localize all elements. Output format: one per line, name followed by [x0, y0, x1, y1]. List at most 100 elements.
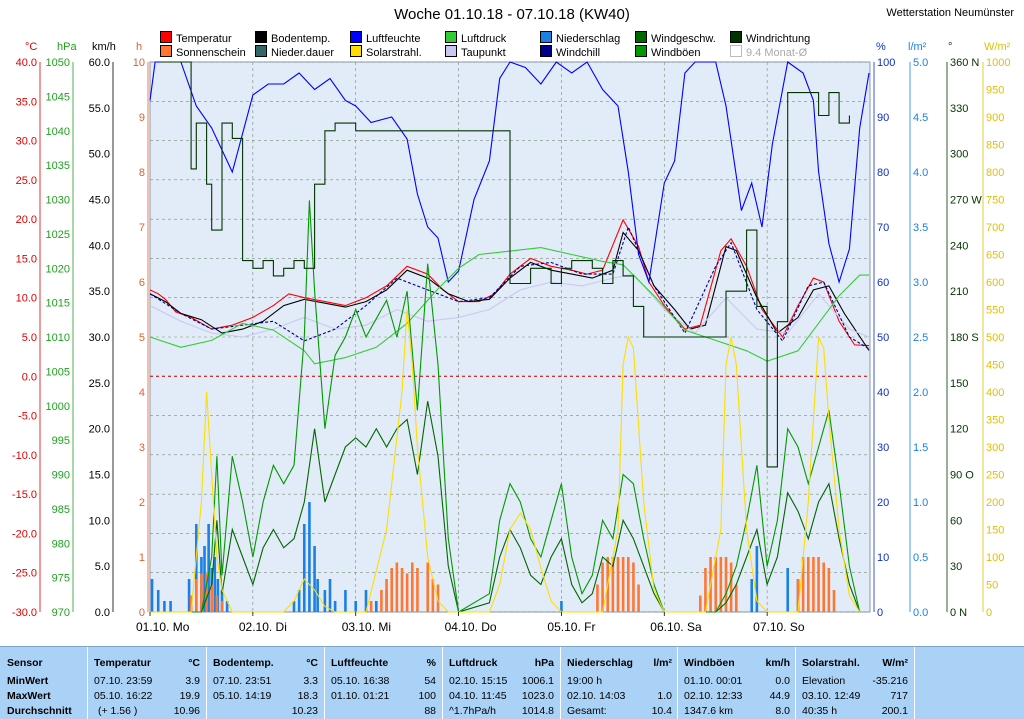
- stats-solar-elevation-label: Elevation: [802, 675, 846, 687]
- legend-item: Solarstrahl.: [350, 45, 422, 59]
- tick-label-wind: 30.0: [89, 332, 110, 344]
- tick-label-solar: 400: [986, 387, 1004, 399]
- bar-niederschlag: [156, 590, 160, 612]
- chart-title: Woche 01.10.18 - 07.10.18 (KW40): [394, 6, 630, 23]
- bar-niederschlag: [755, 546, 759, 612]
- stats-unit-temperatur: °C: [188, 657, 200, 669]
- tick-label-precipitation: 2.5: [913, 332, 928, 344]
- x-tick-label: 04.10. Do: [445, 620, 497, 634]
- tick-label-pressure: 980: [52, 538, 70, 550]
- bar-sonnenschein: [601, 562, 604, 612]
- bar-sonnenschein: [410, 562, 414, 612]
- tick-label-temperature: 0.0: [22, 371, 37, 383]
- legend-label: Luftfeuchte: [366, 33, 421, 45]
- stats-row-avg-label: Durchschnitt: [7, 705, 72, 717]
- legend-label: Luftdruck: [461, 33, 507, 45]
- x-tick-label: 03.10. Mi: [342, 620, 391, 634]
- stats-unit-solar: W/m²: [882, 657, 908, 669]
- tick-label-solar: 700: [986, 222, 1004, 234]
- bar-sonnenschein: [626, 557, 630, 612]
- bar-sonnenschein: [431, 579, 435, 612]
- stats-luftfeuchte-min: 54: [424, 675, 436, 687]
- stats-windboeen-max-time: 02.10. 12:33: [684, 690, 743, 702]
- legend-swatch: [350, 45, 362, 57]
- tick-label-wind: 40.0: [89, 240, 110, 252]
- tick-label-solar: 200: [986, 497, 1004, 509]
- tick-label-wind: 50.0: [89, 149, 110, 161]
- tick-label-pressure: 975: [52, 573, 70, 585]
- bar-sonnenschein: [812, 557, 815, 612]
- tick-label-precipitation: 4.0: [913, 167, 928, 179]
- legend-swatch: [255, 31, 267, 43]
- stats-temperatur-avg: 10.96: [173, 705, 200, 717]
- tick-label-precipitation: 3.5: [913, 222, 928, 234]
- series-taupunkt: [149, 273, 870, 338]
- tick-label-precipitation: 4.5: [913, 112, 928, 124]
- tick-label-pressure: 970: [52, 607, 70, 619]
- tick-label-sunshine: 2: [139, 497, 145, 509]
- legend-item: 9.4 Monat-Ø: [730, 45, 807, 59]
- bar-sonnenschein: [210, 584, 214, 612]
- tick-label-sunshine: 4: [139, 387, 145, 399]
- tick-label-pressure: 1045: [46, 91, 70, 103]
- tick-label-pressure: 1040: [46, 126, 70, 138]
- bar-niederschlag: [374, 601, 378, 612]
- stats-solar-avg: 200.1: [881, 705, 908, 717]
- axis-wind_direction: 360 N 330 300 270 W 240 210 180 S 150 120 90 O 60 3…: [946, 41, 982, 619]
- tick-label-temperature: 5.0: [22, 332, 37, 344]
- stats-bodentemp-avg: 10.23: [291, 705, 318, 717]
- tick-label-wind: 45.0: [89, 195, 110, 207]
- bar-niederschlag: [313, 546, 316, 612]
- stats-header-luftdruck: Luftdruck: [449, 657, 498, 669]
- bar-niederschlag: [333, 601, 337, 612]
- chart-area: 40.0 35.0 30.0 25.0 20.0 15.0 10.0 5.0 0.0 -5.0 -1…: [12, 6, 1014, 634]
- stats-col-solar: Solarstrahl. W/m² Elevation -35.216 03.1…: [795, 647, 914, 719]
- series-solarstrahl-: [150, 309, 861, 613]
- tick-label-solar: 350: [986, 415, 1004, 427]
- bar-sonnenschein: [405, 573, 409, 612]
- tick-label-pressure: 1005: [46, 366, 70, 378]
- stats-col-temperatur: Temperatur °C 07.10. 23:59 3.9 05.10. 16…: [87, 647, 206, 719]
- bar-niederschlag: [354, 601, 358, 612]
- bar-sonnenschein: [395, 562, 399, 612]
- tick-label-pressure: 1020: [46, 263, 70, 275]
- bar-sonnenschein: [729, 562, 733, 612]
- bar-sonnenschein: [611, 557, 615, 612]
- stats-windboeen-max: 44.9: [769, 690, 790, 702]
- tick-label-solar: 250: [986, 470, 1004, 482]
- tick-label-wind_direction: 210: [950, 286, 968, 298]
- stats-niederschlag-total: 10.4: [651, 705, 672, 717]
- stats-temperatur-max-time: 05.10. 16:22: [94, 690, 153, 702]
- stats-windboeen-min: 0.0: [775, 675, 790, 687]
- axis-unit-temperature: °C: [25, 41, 37, 53]
- bar-sonnenschein: [220, 601, 224, 612]
- tick-label-precipitation: 1.5: [913, 442, 928, 454]
- axis-unit-sunshine: h: [136, 41, 142, 53]
- tick-label-sunshine: 0: [139, 607, 145, 619]
- bar-niederschlag: [308, 502, 311, 612]
- stats-luftdruck-max-time: 04.10. 11:45: [449, 690, 507, 702]
- tick-label-solar: 0: [986, 607, 992, 619]
- bar-sonnenschein: [380, 590, 383, 612]
- tick-label-humidity: 50: [877, 332, 889, 344]
- axis-unit-humidity: %: [876, 41, 886, 53]
- bar-niederschlag: [163, 601, 166, 612]
- axis-unit-pressure: hPa: [57, 41, 77, 53]
- tick-label-temperature: -15.0: [12, 489, 37, 501]
- tick-label-temperature: 15.0: [16, 253, 37, 265]
- stats-col-sensor: Sensor MinWert MaxWert Durchschnitt: [0, 647, 86, 719]
- tick-label-precipitation: 0.0: [913, 607, 928, 619]
- stats-header-luftfeuchte: Luftfeuchte: [331, 657, 389, 669]
- tick-label-wind_direction: 60: [950, 515, 962, 527]
- stats-unit-windboeen: km/h: [765, 657, 790, 669]
- stats-row-max-label: MaxWert: [7, 690, 51, 702]
- tick-label-wind_direction: 270 W: [950, 195, 982, 207]
- tick-label-solar: 50: [986, 580, 998, 592]
- bar-sonnenschein: [827, 568, 831, 612]
- tick-label-wind_direction: 120: [950, 424, 968, 436]
- legend-swatch: [540, 31, 552, 43]
- axis-unit-solar: W/m²: [984, 41, 1011, 53]
- tick-label-pressure: 1035: [46, 160, 70, 172]
- legend-item: Sonnenschein: [160, 45, 246, 59]
- bar-sonnenschein: [189, 595, 193, 612]
